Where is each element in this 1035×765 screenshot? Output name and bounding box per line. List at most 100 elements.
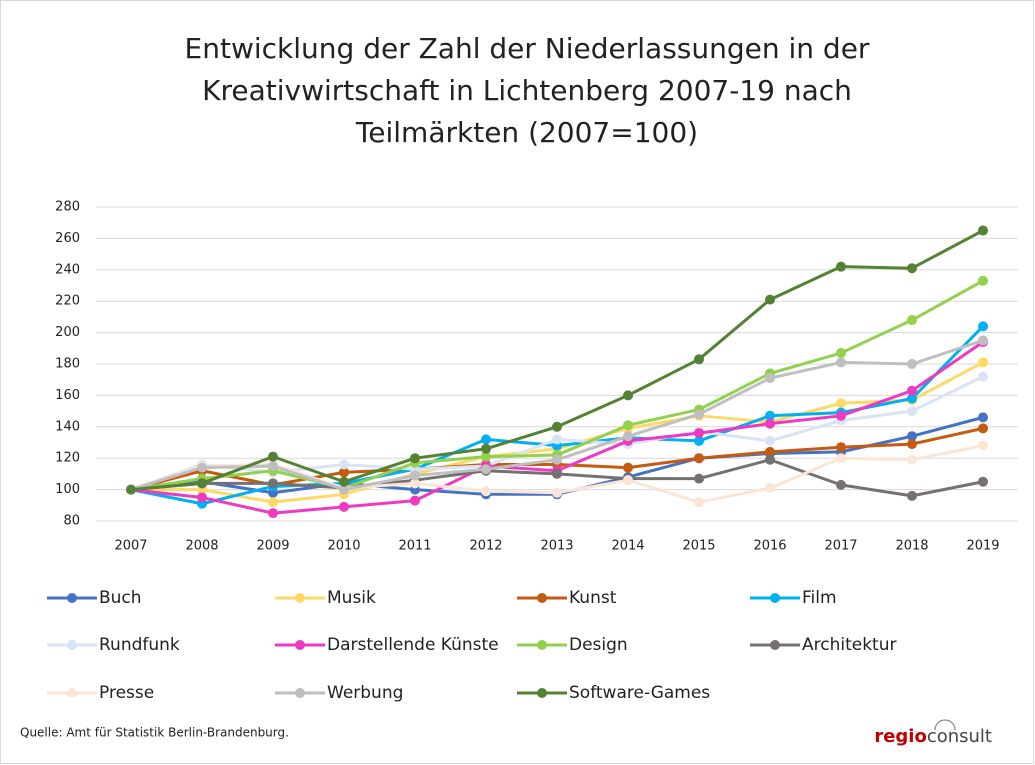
legend-label: Software-Games bbox=[569, 683, 710, 703]
y-tick-label: 280 bbox=[55, 200, 80, 215]
x-tick-label: 2016 bbox=[753, 539, 786, 554]
point bbox=[339, 476, 349, 487]
point bbox=[978, 225, 988, 236]
point bbox=[907, 393, 917, 404]
point bbox=[339, 459, 349, 470]
point bbox=[694, 497, 704, 508]
point bbox=[694, 428, 704, 439]
point bbox=[765, 435, 775, 446]
legend-label: Design bbox=[569, 635, 628, 655]
point bbox=[836, 410, 846, 421]
legend-label: Musik bbox=[327, 588, 376, 608]
y-tick-label: 180 bbox=[55, 357, 80, 372]
legend-marker bbox=[67, 593, 77, 603]
x-tick-label: 2011 bbox=[398, 539, 431, 554]
point bbox=[552, 421, 562, 432]
point bbox=[552, 468, 562, 479]
point bbox=[623, 420, 633, 431]
point bbox=[765, 294, 775, 305]
point bbox=[765, 410, 775, 421]
logo: regioconsult bbox=[874, 726, 992, 747]
x-tick-label: 2019 bbox=[966, 539, 999, 554]
source: Quelle: Amt für Statistik Berlin-Branden… bbox=[20, 726, 289, 740]
point bbox=[268, 461, 278, 472]
point bbox=[978, 357, 988, 368]
point bbox=[268, 451, 278, 462]
point bbox=[836, 442, 846, 453]
point bbox=[268, 497, 278, 508]
point bbox=[836, 348, 846, 359]
point bbox=[836, 479, 846, 490]
point bbox=[481, 464, 491, 475]
y-tick-label: 260 bbox=[55, 231, 80, 246]
legend-marker bbox=[67, 640, 77, 650]
logo-arc bbox=[934, 719, 956, 731]
point bbox=[339, 484, 349, 495]
x-tick-label: 2008 bbox=[185, 539, 218, 554]
point bbox=[410, 453, 420, 464]
legend-marker bbox=[537, 640, 547, 650]
point bbox=[765, 454, 775, 465]
point bbox=[836, 453, 846, 464]
point bbox=[978, 423, 988, 434]
point bbox=[836, 261, 846, 272]
legend-marker bbox=[770, 593, 780, 603]
legend-label: Presse bbox=[99, 683, 154, 703]
point bbox=[978, 275, 988, 286]
point bbox=[765, 446, 775, 457]
logo-part: regio bbox=[874, 726, 927, 747]
point bbox=[481, 443, 491, 454]
point bbox=[268, 508, 278, 519]
x-tick-label: 2018 bbox=[895, 539, 928, 554]
point bbox=[907, 431, 917, 442]
point bbox=[268, 478, 278, 489]
point bbox=[552, 454, 562, 465]
legend-label: Rundfunk bbox=[99, 635, 180, 655]
point bbox=[907, 315, 917, 326]
x-tick-label: 2009 bbox=[256, 539, 289, 554]
point bbox=[694, 473, 704, 484]
point bbox=[907, 359, 917, 369]
y-tick-label: 220 bbox=[55, 294, 80, 309]
legend-marker bbox=[537, 688, 547, 698]
point bbox=[481, 434, 491, 445]
point bbox=[978, 440, 988, 451]
legend-label: Film bbox=[802, 588, 837, 608]
point bbox=[978, 321, 988, 332]
point bbox=[623, 431, 633, 442]
y-tick-label: 240 bbox=[55, 262, 80, 277]
chart-title: Entwicklung der Zahl der Niederlassungen… bbox=[185, 32, 870, 65]
point bbox=[694, 435, 704, 446]
y-tick-label: 140 bbox=[55, 419, 80, 434]
y-tick-label: 80 bbox=[63, 514, 80, 529]
point bbox=[339, 467, 349, 478]
y-tick-label: 200 bbox=[55, 325, 80, 340]
legend-label: Werbung bbox=[327, 683, 403, 703]
point bbox=[907, 454, 917, 465]
point bbox=[694, 354, 704, 365]
x-tick-label: 2017 bbox=[824, 539, 857, 554]
x-tick-label: 2015 bbox=[682, 539, 715, 554]
point bbox=[623, 462, 633, 473]
legend-marker bbox=[537, 593, 547, 603]
legend-label: Kunst bbox=[569, 588, 617, 608]
point bbox=[410, 478, 420, 489]
point bbox=[197, 492, 207, 503]
legend-label: Architektur bbox=[802, 635, 897, 655]
point bbox=[126, 484, 136, 495]
x-tick-label: 2007 bbox=[114, 539, 147, 554]
y-tick-label: 120 bbox=[55, 451, 80, 466]
point bbox=[765, 483, 775, 494]
legend-marker bbox=[295, 640, 305, 650]
x-tick-label: 2013 bbox=[540, 539, 573, 554]
x-tick-label: 2012 bbox=[469, 539, 502, 554]
point bbox=[765, 373, 775, 384]
point bbox=[694, 453, 704, 464]
legend-marker bbox=[295, 593, 305, 603]
legend-marker bbox=[67, 688, 77, 698]
point bbox=[197, 478, 207, 489]
point bbox=[552, 434, 562, 445]
legend-label: Darstellende Künste bbox=[327, 635, 499, 655]
point bbox=[907, 263, 917, 274]
